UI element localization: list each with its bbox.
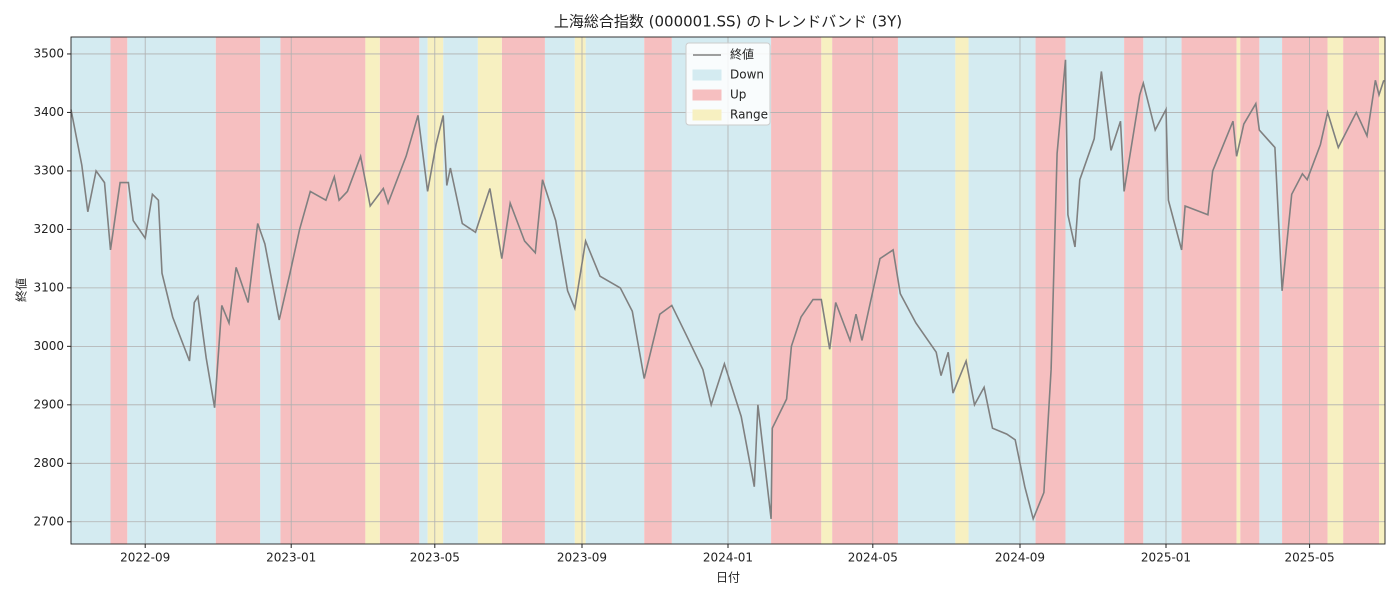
trend-band <box>832 37 898 544</box>
x-tick-label: 2024-05 <box>848 551 898 565</box>
legend-label: Range <box>730 108 768 122</box>
y-tick-label: 3300 <box>33 163 64 177</box>
trend-band <box>501 37 545 544</box>
trend-band <box>897 37 956 544</box>
trend-band <box>968 37 1036 544</box>
trend-band <box>955 37 969 544</box>
x-axis-label: 日付 <box>716 571 740 585</box>
x-tick-label: 2025-01 <box>1141 551 1191 565</box>
x-tick-label: 2023-05 <box>410 551 460 565</box>
trend-band <box>379 37 420 544</box>
x-tick-label: 2024-01 <box>703 551 753 565</box>
y-tick-label: 3100 <box>33 280 64 294</box>
trend-band <box>1259 37 1283 544</box>
legend-label: Down <box>730 68 764 82</box>
trend-band <box>1181 37 1237 544</box>
trend-band <box>771 37 822 544</box>
plot-frame <box>70 36 1386 545</box>
trend-band <box>1236 37 1241 544</box>
trend-band <box>1282 37 1328 544</box>
trend-band <box>1343 37 1380 544</box>
y-tick-label: 3400 <box>33 105 64 119</box>
y-axis-label: 終値 <box>14 278 29 302</box>
trend-band <box>544 37 575 544</box>
trend-band <box>1065 37 1125 544</box>
trend-band <box>365 37 380 544</box>
trend-band <box>110 37 128 544</box>
legend-swatch <box>692 69 722 81</box>
legend-box <box>685 42 771 126</box>
legend-swatch <box>692 109 722 121</box>
trend-band <box>1240 37 1260 544</box>
trend-band <box>280 37 366 544</box>
legend-swatch <box>692 89 722 101</box>
trend-band <box>260 37 281 544</box>
trend-band <box>1124 37 1144 544</box>
legend-label: Up <box>730 88 746 102</box>
trend-band <box>821 37 833 544</box>
trend-band <box>419 37 428 544</box>
x-tick-label: 2023-01 <box>266 551 316 565</box>
trend-band <box>1327 37 1344 544</box>
trend-band <box>574 37 586 544</box>
y-tick-label: 3500 <box>33 46 64 60</box>
chart-title: 上海総合指数 (000001.SS) のトレンドバンド (3Y) <box>554 13 902 31</box>
y-tick-label: 2700 <box>33 514 64 528</box>
x-tick-label: 2023-09 <box>557 551 607 565</box>
trend-band <box>1379 37 1385 544</box>
y-tick-label: 2900 <box>33 397 64 411</box>
x-tick-label: 2025-05 <box>1285 551 1335 565</box>
y-tick-label: 2800 <box>33 456 64 470</box>
trend-band <box>215 37 261 544</box>
trend-band <box>71 37 111 544</box>
trend-band <box>1143 37 1182 544</box>
trend-band <box>585 37 645 544</box>
y-tick-label: 3000 <box>33 339 64 353</box>
trend-band <box>644 37 672 544</box>
legend-label: 終値 <box>730 47 754 62</box>
x-tick-label: 2024-09 <box>995 551 1045 565</box>
trend-band <box>443 37 478 544</box>
price-line <box>70 59 1385 522</box>
legend: 終値 Down Up Range <box>685 42 771 126</box>
trend-band <box>127 37 216 544</box>
y-tick-label: 3200 <box>33 222 64 236</box>
x-tick-label: 2022-09 <box>120 551 170 565</box>
trend-band <box>427 37 444 544</box>
trend-band <box>477 37 502 544</box>
